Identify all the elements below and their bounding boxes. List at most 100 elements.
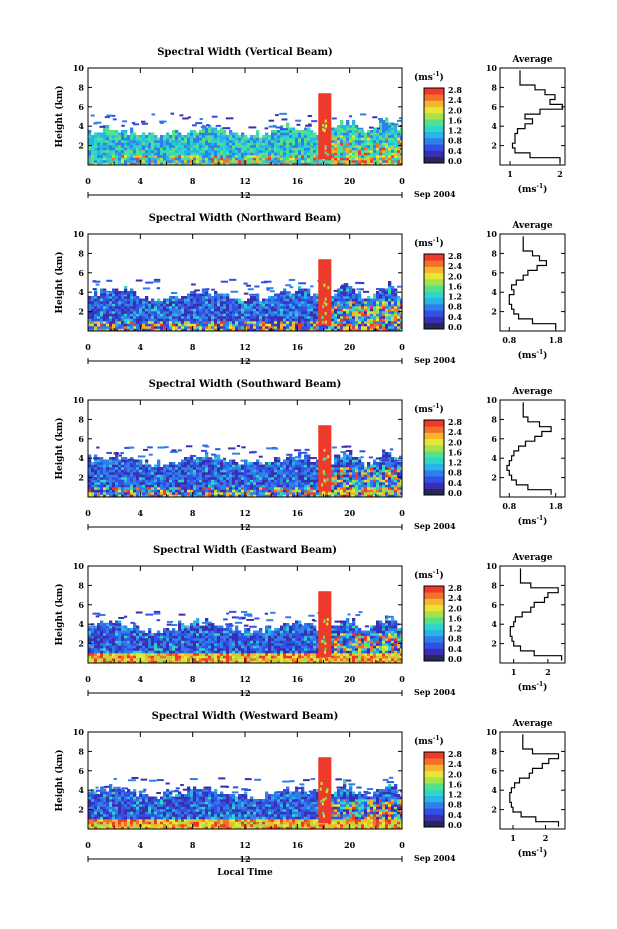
heatmap-cell [331,313,335,317]
heatmap-cell [100,472,104,475]
heatmap-cell [391,474,395,478]
heatmap-cell [97,313,101,317]
heatmap-cell [160,135,164,138]
heatmap-cell [394,125,398,128]
heatmap-cell [382,316,386,319]
heatmap-cell [316,464,320,468]
heatmap-cell [196,323,200,327]
heatmap-cell [160,479,164,483]
heatmap-cell [271,447,279,450]
heatmap-cell [151,318,155,322]
heatmap-cell [337,469,341,473]
heatmap-cell [199,474,203,478]
heatmap-cell [184,459,188,463]
heatmap-cell [121,157,125,161]
heatmap-cell [139,467,143,470]
heatmap-cell [232,323,236,327]
heatmap-cell [100,482,104,485]
heatmap-cell [280,125,284,128]
y-tick-label: 10 [73,229,85,239]
heatmap-cell [349,316,353,319]
heatmap-cell [175,306,179,309]
heatmap-cell [283,467,287,470]
heatmap-cell [97,298,101,302]
heatmap-cell [136,155,140,158]
heatmap-cell [298,145,302,148]
heatmap-cell [211,469,215,473]
heatmap-cell [232,482,236,485]
heatmap-cell [193,130,197,133]
heatmap-cell [88,494,92,497]
heatmap-cell [298,296,302,299]
heatmap-cell [175,303,179,307]
heatmap-cell [214,142,218,146]
heatmap-cell [130,152,134,156]
heatmap-cell [175,160,179,163]
heatmap-cell [370,487,374,490]
heatmap-cell [361,150,365,153]
heatmap-cell [379,467,383,470]
heatmap-cell [148,477,152,480]
heatmap-cell [286,152,290,156]
heatmap-cell [259,316,263,319]
heatmap-cell [265,321,269,324]
heatmap-cell [223,484,227,488]
heatmap-cell [106,298,110,302]
heatmap-cell [229,316,233,319]
heatmap-cell [136,474,140,478]
heatmap-cell [316,474,320,478]
heatmap-cell [133,291,137,294]
heatmap-cell [265,474,269,478]
heatmap-cell [133,467,137,470]
heatmap-cell [211,474,215,478]
heatmap-cell [388,293,392,297]
heatmap-cell [106,326,110,329]
heatmap-cell [331,132,335,136]
heatmap-cell [271,479,275,483]
heatmap-cell [133,318,137,322]
heatmap-cell [244,147,248,151]
heatmap-cell [286,142,290,146]
heatmap-cell [190,301,194,304]
heatmap-cell [391,484,395,488]
heatmap-cell [265,464,269,468]
heatmap-cell [139,155,143,158]
heatmap-cell [367,306,371,309]
heatmap-cell [229,484,233,488]
heatmap-cell [334,155,338,158]
heatmap-cell [283,492,287,495]
heatmap-cell [163,140,167,143]
heatmap-cell [223,492,227,495]
heatmap-cell [199,132,203,136]
heatmap-cell [211,147,215,151]
heatmap-cell [193,160,197,163]
heatmap-cell [106,469,110,473]
heatmap-cell [112,135,116,138]
heatmap-cell [97,459,101,463]
heatmap-cell [121,492,125,495]
colorbar-tick-label: 0.4 [448,146,462,156]
heatmap-cell [256,494,260,497]
heatmap-cell [235,462,239,465]
date-marker: 12 [239,190,250,200]
heatmap-cell [310,157,314,161]
heatmap-cell [97,464,101,468]
heatmap-cell [379,120,383,123]
heatmap-cell [349,492,353,495]
heatmap-cell [280,321,284,324]
heatmap-cell [292,293,296,297]
heatmap-cell [220,477,224,480]
heatmap-cell [127,160,131,163]
colorbar-swatch [424,316,444,324]
heatmap-cell [268,140,272,143]
heatmap-cell [376,472,380,475]
heatmap-cell [304,308,308,312]
heatmap-cell [274,293,278,297]
heatmap-cell [385,469,389,473]
heatmap-cell [292,316,296,319]
heatmap-cell [376,311,380,314]
heatmap-cell [313,298,317,302]
heatmap-cell [376,162,380,165]
heatmap-cell [349,469,353,473]
colorbar-unit: (ms-1) [414,71,444,83]
